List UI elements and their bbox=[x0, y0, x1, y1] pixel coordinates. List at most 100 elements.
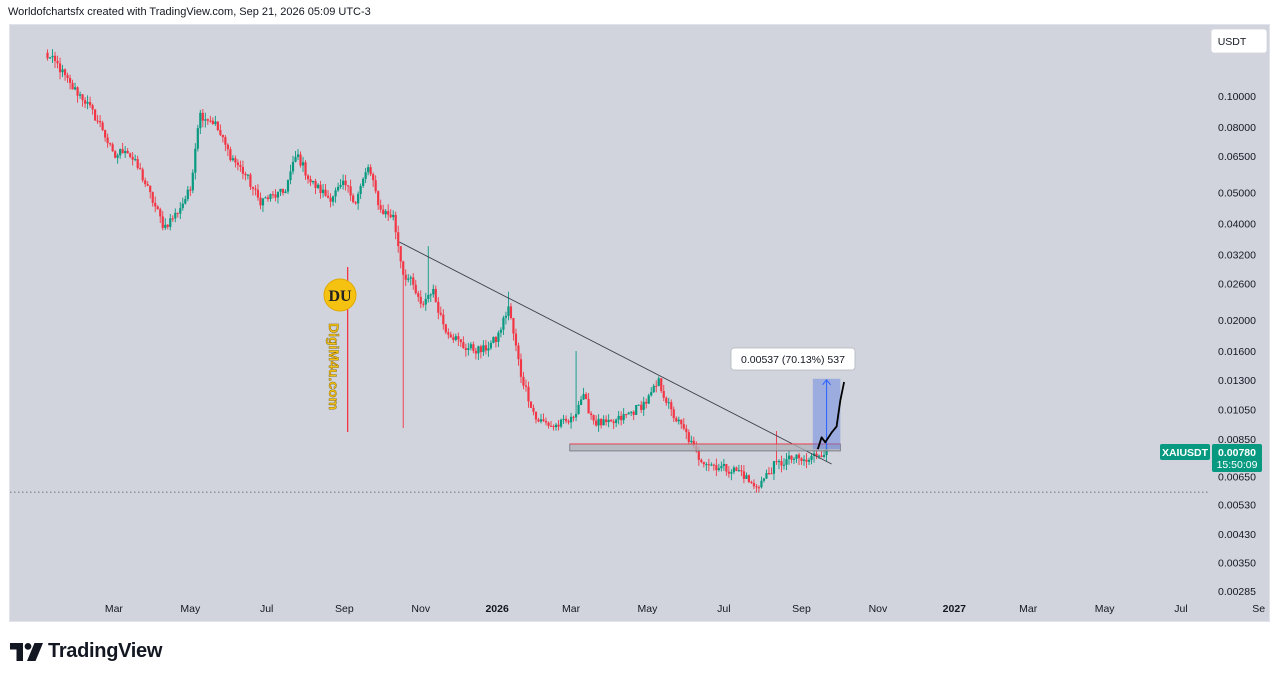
candle-body bbox=[635, 405, 638, 415]
candle-body bbox=[261, 198, 265, 206]
candle-body bbox=[484, 345, 487, 351]
candle-body bbox=[787, 455, 791, 460]
candle-body bbox=[359, 186, 362, 194]
candle-body bbox=[151, 192, 154, 203]
candle-body bbox=[374, 180, 377, 192]
candle-body bbox=[334, 190, 337, 197]
candle-body bbox=[104, 130, 107, 138]
trendline bbox=[399, 241, 832, 465]
price-tick-label: 0.00530 bbox=[1218, 500, 1256, 512]
candle-body bbox=[519, 359, 523, 377]
time-axis[interactable]: Mar May Jul Sep Nov 2026 Mar May Jul Sep Nov 2027 Ma… bbox=[105, 603, 1265, 615]
candle-body bbox=[620, 415, 623, 421]
currency-button-box[interactable] bbox=[1210, 28, 1268, 54]
candle-body bbox=[457, 336, 460, 340]
candle-body bbox=[472, 344, 475, 351]
candle-body bbox=[452, 337, 455, 340]
candle-body bbox=[562, 418, 565, 420]
candle-body bbox=[186, 189, 189, 200]
candle-body bbox=[321, 189, 325, 194]
candle-body bbox=[266, 197, 270, 200]
candle-body bbox=[174, 212, 177, 219]
tradingview-logo[interactable]: TradingView bbox=[10, 640, 162, 663]
candle-body bbox=[284, 191, 287, 193]
candle-body bbox=[199, 112, 202, 129]
footer-bar bbox=[0, 623, 1280, 678]
candle-body bbox=[602, 419, 605, 426]
candle-body bbox=[572, 416, 575, 418]
currency-button[interactable]: USDT bbox=[1210, 28, 1268, 54]
candle-body bbox=[822, 455, 826, 457]
candle-body bbox=[722, 464, 725, 467]
candle-body bbox=[600, 418, 603, 426]
time-tick-label: Jul bbox=[1174, 603, 1187, 615]
measure-label[interactable]: 0.00537 (70.13%) 537 bbox=[730, 347, 856, 371]
candle-body bbox=[509, 306, 513, 319]
time-tick-label: Jul bbox=[717, 603, 730, 615]
candle-body bbox=[697, 451, 700, 460]
candle-body bbox=[727, 471, 730, 474]
currency-button-label: USDT bbox=[1218, 36, 1247, 48]
candle-body bbox=[73, 87, 77, 90]
candle-body bbox=[770, 473, 773, 475]
candle-body bbox=[116, 155, 119, 158]
candle-body bbox=[399, 246, 402, 262]
candle-body bbox=[394, 214, 397, 233]
price-axis[interactable]: 0.10000 0.08000 0.06500 0.05000 0.04000 0.032… bbox=[1218, 91, 1256, 598]
candle-body bbox=[755, 486, 758, 488]
time-tick-label: Sep bbox=[335, 603, 354, 615]
candle-body bbox=[196, 128, 199, 149]
candle-body bbox=[715, 465, 718, 471]
candle-body bbox=[166, 224, 169, 227]
chart-area[interactable]: DU DigiM4u.com 0.00537 (70.13%) 537 0.10… bbox=[9, 24, 1270, 622]
candle-body bbox=[524, 385, 528, 387]
candle-body bbox=[760, 480, 763, 488]
candle-body bbox=[780, 461, 783, 466]
candle-body bbox=[124, 150, 127, 154]
candle-body bbox=[384, 211, 387, 215]
candle-body bbox=[454, 336, 457, 340]
candle-body bbox=[89, 102, 92, 106]
candle-body bbox=[71, 82, 74, 90]
candle-body bbox=[159, 209, 162, 217]
candle-body bbox=[412, 277, 415, 285]
price-tick-label: 0.01300 bbox=[1218, 375, 1256, 387]
symbol-badge-text: XAIUSDT bbox=[1162, 447, 1209, 459]
candle-body bbox=[229, 149, 232, 161]
candle-body bbox=[254, 188, 257, 190]
candle-body bbox=[464, 348, 467, 350]
candle-body bbox=[129, 153, 132, 157]
chart-svg[interactable]: DU DigiM4u.com 0.00537 (70.13%) 537 0.10… bbox=[10, 25, 1271, 623]
candle-body bbox=[792, 458, 796, 460]
candle-body bbox=[449, 334, 452, 338]
time-tick-label: Mar bbox=[562, 603, 581, 615]
candle-body bbox=[637, 404, 640, 406]
candle-body bbox=[444, 324, 447, 333]
candle-body bbox=[675, 418, 678, 422]
candle-body bbox=[615, 419, 618, 424]
candle-body bbox=[557, 424, 560, 427]
candle-body bbox=[256, 189, 260, 198]
candle-body bbox=[672, 409, 675, 419]
candle-body bbox=[352, 195, 355, 203]
candle-body bbox=[785, 459, 788, 465]
candle-body bbox=[497, 332, 500, 342]
symbol-price-badge: XAIUSDT 0.00780 15:50:09 bbox=[1160, 444, 1262, 472]
candle-body bbox=[807, 459, 811, 462]
price-badge-countdown: 15:50:09 bbox=[1217, 459, 1258, 471]
time-tick-label: Mar bbox=[1019, 603, 1038, 615]
candle-body bbox=[494, 336, 498, 342]
candle-body bbox=[347, 185, 350, 187]
candle-body bbox=[427, 295, 430, 299]
candle-body bbox=[617, 415, 620, 420]
candle-body bbox=[86, 102, 89, 104]
candle-body bbox=[700, 459, 703, 463]
candle-body bbox=[209, 120, 212, 122]
tradingview-logo-icon bbox=[10, 642, 43, 661]
candle-body bbox=[652, 385, 655, 393]
candle-body bbox=[532, 407, 535, 412]
candle-body bbox=[567, 421, 570, 423]
candle-body bbox=[662, 390, 665, 398]
candle-body bbox=[732, 467, 735, 473]
candle-body bbox=[316, 184, 320, 188]
